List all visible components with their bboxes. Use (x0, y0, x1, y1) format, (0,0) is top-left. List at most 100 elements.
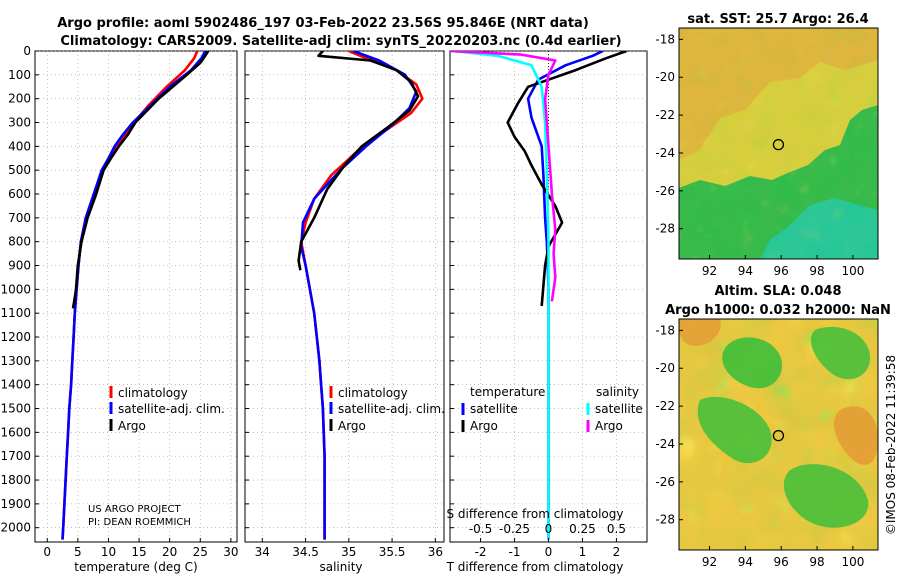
copyright-stamp: ©IMOS 08-Feb-2022 11:39:58 (884, 355, 898, 535)
sla-map-y-tick-label: -18 (655, 323, 675, 337)
sla-map (678, 318, 879, 551)
t-difference-axis-label: T difference from climatology (446, 560, 624, 574)
salinity-x-tick-label: 35 (341, 545, 356, 559)
temperature-x-tick-label: 20 (162, 545, 177, 559)
sst-map-y-tick-label: -20 (655, 70, 675, 84)
sla-map-title-line1: Altim. SLA: 0.048 (715, 284, 842, 299)
temperature-x-tick-label: 30 (223, 545, 238, 559)
sla-orange-patch (834, 406, 878, 465)
difference-t-tick-label: -2 (475, 545, 487, 559)
depth-tick-label: 1800 (0, 473, 31, 487)
sla-map-y-tick-label: -22 (655, 399, 675, 413)
temperature-series-argo (71, 51, 210, 309)
depth-tick-label: 1200 (0, 330, 31, 344)
credit-line2: PI: DEAN ROEMMICH (88, 517, 191, 528)
sst-map-x-tick-label: 100 (841, 264, 864, 278)
salinity-series-argo (297, 51, 420, 271)
sla-map-x-tick-label: 96 (774, 555, 789, 569)
sla-green-blob (697, 396, 772, 464)
salinity-x-tick-label: 34.5 (292, 545, 319, 559)
depth-tick-label: 300 (8, 116, 31, 130)
sla-map-x-tick-label: 92 (702, 555, 717, 569)
legend-title-temperature: temperature (470, 385, 545, 399)
figure-title-line2: Climatology: CARS2009. Satellite-adj cli… (60, 34, 621, 49)
sst-map-y-tick-label: -26 (655, 184, 675, 198)
s-difference-axis-label: S difference from climatology (447, 507, 624, 521)
sst-map-x-tick-label: 94 (738, 264, 753, 278)
legend-label-t-satellite: satellite (470, 402, 518, 416)
difference-s-tick-label: 0.5 (607, 522, 626, 536)
sla-map-x-tick-label: 94 (738, 555, 753, 569)
depth-tick-label: 1000 (0, 282, 31, 296)
difference-t-tick-label: 1 (579, 545, 587, 559)
depth-tick-label: 1300 (0, 354, 31, 368)
sla-argo-marker (772, 429, 785, 442)
sla-map-y-tick-label: -28 (655, 513, 675, 527)
sla-map-y-tick-label: -20 (655, 361, 675, 375)
sst-map-y-tick-label: -22 (655, 108, 675, 122)
legend-label-s-argo: Argo (595, 419, 623, 433)
depth-tick-label: 500 (8, 163, 31, 177)
legend-label-s-satellite: satellite (595, 402, 643, 416)
depth-tick-label: 2000 (0, 521, 31, 535)
depth-tick-label: 900 (8, 259, 31, 273)
legend-label-satellite: satellite-adj. clim. (118, 402, 225, 416)
salinity-series-group (297, 51, 424, 540)
sst-map-x-tick-label: 96 (774, 264, 789, 278)
legend-label-satellite: satellite-adj. clim. (338, 402, 445, 416)
depth-tick-label: 1700 (0, 449, 31, 463)
salinity-x-tick-label: 35.5 (379, 545, 406, 559)
difference-series-group (450, 51, 628, 540)
sla-map-x-tick-label: 98 (809, 555, 824, 569)
sla-map-y-tick-label: -24 (655, 437, 675, 451)
sst-map-frame (678, 27, 879, 260)
difference-s-tick-label: -0.25 (499, 522, 530, 536)
depth-tick-label: 1100 (0, 306, 31, 320)
depth-tick-label: 700 (8, 211, 31, 225)
temperature-series-group (61, 51, 210, 540)
temperature-axis-label: temperature (deg C) (74, 560, 197, 574)
legend-label-climatology: climatology (338, 386, 408, 400)
temperature-x-tick-label: 5 (74, 545, 82, 559)
difference-t-tick-label: 0 (545, 545, 553, 559)
difference-s-tick-label: 0 (545, 522, 553, 536)
salinity-series-satellite-adj-clim- (299, 51, 418, 540)
legend-title-salinity: salinity (596, 385, 639, 399)
depth-tick-label: 800 (8, 235, 31, 249)
sla-map-x-tick-label: 100 (841, 555, 864, 569)
legend-label-argo: Argo (118, 419, 146, 433)
depth-tick-label: 1500 (0, 402, 31, 416)
difference-s-tick-label: 0.25 (569, 522, 596, 536)
difference-legend: temperature salinity satellite Argo sate… (461, 385, 643, 433)
salinity-legend: climatology satellite-adj. clim. Argo (329, 386, 445, 433)
depth-tick-label: 1600 (0, 425, 31, 439)
sst-texture (679, 28, 878, 259)
sst-map-x-tick-label: 92 (702, 264, 717, 278)
temperature-x-tick-label: 0 (43, 545, 51, 559)
depth-tick-label: 400 (8, 139, 31, 153)
figure-title-line1: Argo profile: aoml 5902486_197 03-Feb-20… (57, 16, 589, 31)
depth-tick-label: 200 (8, 92, 31, 106)
sst-map-y-tick-label: -28 (655, 222, 675, 236)
difference-series-s-argo (450, 51, 557, 302)
sst-map-title: sat. SST: 25.7 Argo: 26.4 (687, 12, 868, 27)
legend-label-climatology: climatology (118, 386, 188, 400)
depth-tick-label: 600 (8, 187, 31, 201)
credit-line1: US ARGO PROJECT (88, 504, 182, 515)
difference-s-tick-label: -0.5 (469, 522, 492, 536)
depth-tick-label: 1900 (0, 497, 31, 511)
temperature-x-tick-label: 10 (101, 545, 116, 559)
salinity-panel (244, 50, 445, 543)
sla-orange-patch (679, 319, 721, 346)
difference-series-t-argo (506, 51, 628, 307)
sla-green-blob (810, 326, 871, 380)
temperature-x-tick-label: 15 (131, 545, 146, 559)
depth-tick-label: 100 (8, 68, 31, 82)
temperature-legend: climatology satellite-adj. clim. Argo (109, 386, 225, 433)
sla-green-blob (722, 337, 782, 389)
sla-map-frame (678, 318, 879, 551)
legend-label-t-argo: Argo (470, 419, 498, 433)
temperature-x-tick-label: 25 (193, 545, 208, 559)
sla-map-y-tick-label: -26 (655, 475, 675, 489)
